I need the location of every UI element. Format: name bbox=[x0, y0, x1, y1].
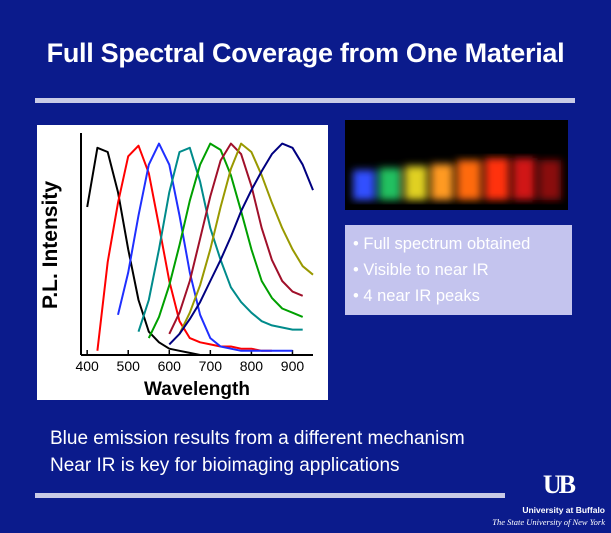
x-tick-label: 900 bbox=[281, 358, 305, 374]
spectrum-line bbox=[169, 144, 302, 334]
x-axis-label: Wavelength bbox=[144, 379, 250, 400]
body-line: Near IR is key for bioimaging applicatio… bbox=[50, 455, 400, 477]
divider bbox=[35, 98, 575, 103]
vials-photo bbox=[345, 120, 568, 210]
logo-mark: UB bbox=[543, 470, 573, 500]
chart: P.L. Intensity Wavelength 400 500 600 700 80… bbox=[37, 125, 328, 400]
x-tick-label: 400 bbox=[75, 358, 99, 374]
bullet: Visible to near IR bbox=[353, 257, 572, 283]
x-tick-label: 500 bbox=[117, 358, 141, 374]
x-tick-label: 700 bbox=[199, 358, 223, 374]
x-tick-label: 600 bbox=[158, 358, 182, 374]
body-line: Blue emission results from a different m… bbox=[50, 428, 465, 450]
logo-system: The State University of New York bbox=[492, 517, 605, 527]
bullet: Full spectrum obtained bbox=[353, 231, 572, 257]
chart-panel: P.L. Intensity Wavelength 400 500 600 700 80… bbox=[37, 125, 328, 400]
bullet-box: Full spectrum obtainedVisible to near IR… bbox=[345, 225, 572, 315]
logo-name: University at Buffalo bbox=[522, 505, 605, 515]
slide-title: Full Spectral Coverage from One Material bbox=[0, 38, 611, 69]
spectrum-line bbox=[169, 144, 313, 345]
x-tick-label: 800 bbox=[240, 358, 264, 374]
slide: {"title": "Full Spectral Coverage from O… bbox=[0, 0, 611, 533]
bullet: 4 near IR peaks bbox=[353, 283, 572, 309]
divider bbox=[35, 493, 505, 498]
spectrum-line bbox=[87, 148, 210, 355]
y-axis-label: P.L. Intensity bbox=[39, 181, 62, 309]
